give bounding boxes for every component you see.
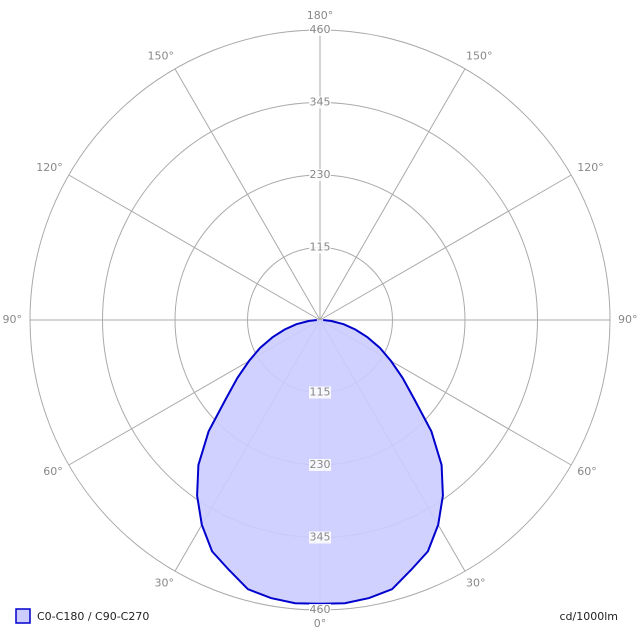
tick-label-bg [309,459,331,471]
legend-swatch [15,608,31,624]
angle-tick-label: 150° [466,50,493,63]
tick-label-bg [309,531,331,544]
r-tick-label: 115 [310,241,331,254]
r-tick-label: 460 [310,23,331,36]
tick-label-bg [309,241,331,254]
angle-tick-label: 60° [577,465,597,478]
legend-label: C0-C180 / C90-C270 [37,610,149,623]
angle-tick-label: 180° [307,9,334,22]
r-tick-label: 115 [310,386,331,399]
tick-label-bg [309,604,331,616]
r-tick-label: 230 [310,458,331,471]
r-tick-label: 345 [310,531,331,544]
r-tick-label: 460 [310,603,331,616]
series-line [196,319,444,605]
angle-tick-label: 120° [36,161,63,174]
tick-label-bg [309,386,331,399]
tick-label-bg [309,169,331,181]
r-tick-label: 230 [310,168,331,181]
unit-label: cd/1000lm [559,610,618,623]
angle-tick-label: 150° [148,50,175,63]
angle-tick-label: 90° [618,313,638,326]
angle-tick-label: 90° [3,313,23,326]
angle-tick-label: 120° [577,161,604,174]
tick-label-bg [309,24,331,36]
angle-tick-label: 30° [466,576,486,589]
angle-tick-label: 60° [43,465,63,478]
angle-tick-label: 30° [155,576,175,589]
angle-tick-label: 0° [314,617,327,630]
tick-label-bg [309,96,331,109]
r-tick-label: 345 [310,96,331,109]
